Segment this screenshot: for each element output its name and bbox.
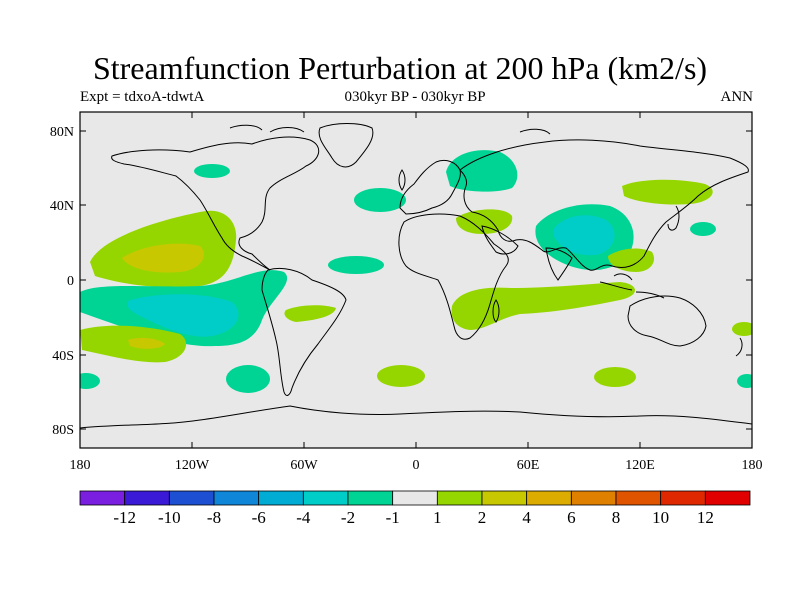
southeast-pacific-positive-core xyxy=(128,337,165,349)
south-america-coastline xyxy=(261,267,347,396)
south-indian-highlat-positive xyxy=(594,367,636,387)
lat-label-80s: 80S xyxy=(52,423,74,438)
lon-labels: 180 120W 60W 0 60E 120E 180 xyxy=(70,458,763,473)
colorbar-label-2: -8 xyxy=(207,508,221,527)
north-atlantic-negative xyxy=(354,188,406,212)
colorbar-label-11: 8 xyxy=(612,508,621,527)
colorbar-box-9 xyxy=(481,490,528,506)
colorbar-label-1: -10 xyxy=(158,508,181,527)
colorbar-label-8: 2 xyxy=(478,508,487,527)
lon-label-0: 0 xyxy=(413,458,420,473)
colorbar-label-7: 1 xyxy=(433,508,442,527)
colorbar-box-0 xyxy=(79,490,126,506)
south-atlantic-highlat-positive xyxy=(377,365,425,387)
arctic-islands-coastline xyxy=(229,124,551,135)
greenland-coastline xyxy=(318,123,374,168)
lon-ticks xyxy=(191,112,641,448)
colorbar-label-12: 10 xyxy=(652,508,669,527)
colorbar-box-14 xyxy=(704,490,751,506)
asia-coastline xyxy=(459,139,749,271)
colorbar-label-4: -4 xyxy=(296,508,311,527)
south-pacific-negative-core xyxy=(127,294,239,337)
lat-label-40n: 40N xyxy=(50,199,74,214)
lon-label-180e: 180 xyxy=(742,458,763,473)
plot-title: Streamfunction Perturbation at 200 hPa (… xyxy=(92,50,708,86)
colorbar-label-13: 12 xyxy=(697,508,714,527)
northwest-pacific-negative xyxy=(690,222,716,236)
colorbar-box-5 xyxy=(302,490,349,506)
colorbar-label-9: 4 xyxy=(522,508,531,527)
lat-label-80n: 80N xyxy=(50,125,74,140)
lon-label-60e: 60E xyxy=(517,458,540,473)
experiment-label: Expt = tdxoA-tdwtA xyxy=(80,89,205,105)
antarctica-coastline xyxy=(80,405,752,429)
lon-label-60w: 60W xyxy=(290,458,318,473)
lon-label-120e: 120E xyxy=(625,458,655,473)
lat-label-40s: 40S xyxy=(52,349,74,364)
colorbar-box-2 xyxy=(168,490,215,506)
south-atlantic-positive-anomaly xyxy=(284,305,336,322)
uk-coastline xyxy=(398,169,406,191)
indonesia-coastline xyxy=(599,273,665,299)
colorbar-label-5: -2 xyxy=(341,508,355,527)
east-asia-positive-anomaly xyxy=(622,179,713,205)
lat-label-0: 0 xyxy=(67,274,74,289)
colorbar-box-11 xyxy=(570,490,617,506)
colorbar-box-1 xyxy=(124,490,170,506)
anomaly-fields xyxy=(80,150,752,393)
colorbar-label-3: -6 xyxy=(252,508,266,527)
colorbar-box-6 xyxy=(347,490,394,506)
lat-ticks xyxy=(80,130,752,430)
north-pacific-positive-core xyxy=(122,243,204,273)
colorbar-box-4 xyxy=(258,490,304,506)
tibet-negative-core xyxy=(553,215,615,256)
madagascar-coastline xyxy=(492,299,500,323)
period-label: 030kyr BP - 030kyr BP xyxy=(344,89,486,105)
southwest-pacific-negative xyxy=(80,373,100,389)
colorbar-box-13 xyxy=(660,490,706,506)
middle-east-positive-anomaly xyxy=(456,209,513,234)
tasman-positive xyxy=(732,322,752,336)
lon-label-180w: 180 xyxy=(70,458,91,473)
colorbar-box-8 xyxy=(436,490,483,506)
colorbar-label-6: -1 xyxy=(386,508,400,527)
west-pacific-positive-anomaly xyxy=(608,248,655,272)
africa-coastline xyxy=(398,213,509,340)
southeast-highlat-negative xyxy=(737,374,752,388)
north-america-coastline xyxy=(111,136,320,271)
colorbar xyxy=(79,490,751,506)
australia-coastline xyxy=(627,295,707,347)
new-zealand-coastline xyxy=(735,337,743,357)
colorbar-box-7 xyxy=(392,490,438,506)
colorbar-box-3 xyxy=(213,490,260,506)
india-coastline xyxy=(545,247,573,281)
colorbar-label-0: -12 xyxy=(113,508,136,527)
colorbar-box-12 xyxy=(615,490,662,506)
colorbar-box-10 xyxy=(526,490,572,506)
lon-label-120w: 120W xyxy=(175,458,210,473)
season-label: ANN xyxy=(720,89,754,105)
bering-negative xyxy=(194,164,230,178)
arabia-coastline xyxy=(481,225,519,255)
lat-labels: 80N 40N 0 40S 80S xyxy=(50,125,74,438)
equatorial-atlantic-negative xyxy=(328,256,384,274)
japan-coastline xyxy=(667,205,680,231)
coastlines xyxy=(80,123,752,429)
colorbar-label-10: 6 xyxy=(567,508,576,527)
eurasia-arctic-negative-anomaly xyxy=(446,150,518,192)
south-pacific-highlat-negative xyxy=(226,365,270,393)
colorbar-labels: -12 -10 -8 -6 -4 -2 -1 1 2 4 6 8 10 12 xyxy=(113,508,713,527)
